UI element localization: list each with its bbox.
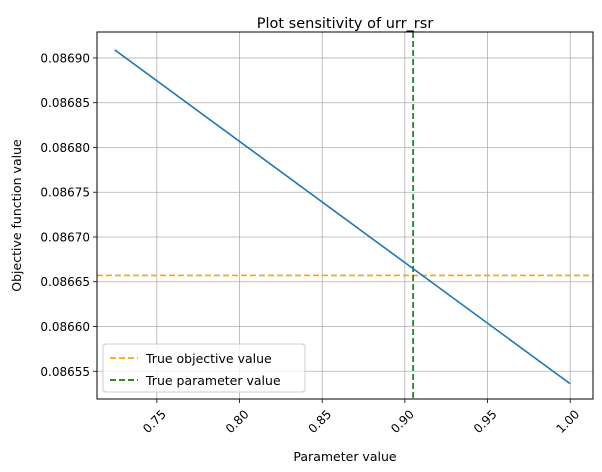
y-axis-label: Objective function value (9, 139, 24, 292)
x-tick-label: 0.75 (140, 407, 169, 436)
reference-lines (97, 32, 593, 399)
x-axis-ticks: 0.75 0.80 0.85 0.90 0.95 1.00 (140, 399, 582, 436)
y-tick-label: 0.08655 (40, 365, 90, 379)
x-tick-label: 0.80 (223, 407, 252, 436)
y-tick-label: 0.08670 (40, 230, 90, 244)
y-tick-label: 0.08660 (40, 320, 90, 334)
y-tick-label: 0.08680 (40, 141, 90, 155)
x-tick-label: 0.85 (305, 407, 334, 436)
chart-title: Plot sensitivity of urr_rsr (257, 16, 434, 32)
y-tick-label: 0.08665 (40, 275, 90, 289)
legend-label-objective: True objective value (145, 351, 272, 366)
plot-frame (96, 31, 594, 400)
x-tick-label: 0.90 (388, 407, 417, 436)
legend-box (102, 343, 306, 393)
x-tick-label: 1.00 (553, 407, 582, 436)
y-axis-ticks: 0.08655 0.08660 0.08665 0.08670 0.08675 0.086… (40, 51, 97, 379)
x-axis-label: Parameter value (293, 449, 396, 464)
legend-label-parameter: True parameter value (145, 373, 281, 388)
x-tick-label: 0.95 (471, 407, 500, 436)
y-tick-label: 0.08690 (40, 51, 90, 65)
objective-series-line (114, 49, 571, 385)
y-tick-label: 0.08675 (40, 186, 90, 200)
legend: True objective value True parameter valu… (102, 343, 306, 393)
y-tick-label: 0.08685 (40, 96, 90, 110)
grid-lines (97, 32, 593, 399)
series-layer (114, 49, 571, 385)
